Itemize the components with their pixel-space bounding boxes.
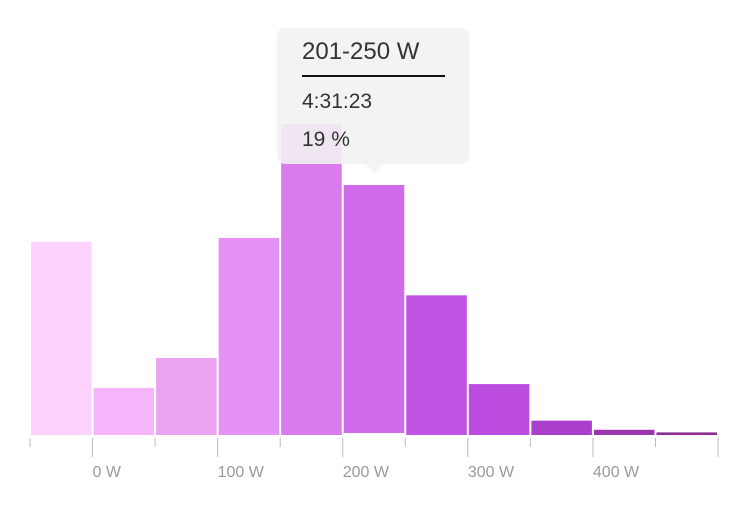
- tooltip: 201-250 W 4:31:23 19 %: [277, 28, 469, 173]
- x-tick-label: 100 W: [218, 464, 265, 481]
- bar-8[interactable]: [468, 384, 530, 435]
- bar-3[interactable]: [156, 357, 217, 435]
- bar-7[interactable]: [406, 295, 467, 435]
- bar-2[interactable]: [93, 388, 155, 435]
- x-tick-label: 0 W: [93, 464, 122, 481]
- x-tick-label: 200 W: [343, 464, 390, 481]
- bar-6[interactable]: [343, 185, 405, 433]
- tooltip-duration: 4:31:23: [302, 90, 373, 113]
- bar-11[interactable]: [656, 432, 717, 435]
- tooltip-percent: 19 %: [302, 128, 350, 151]
- bar-1[interactable]: [31, 241, 92, 435]
- bar-9[interactable]: [531, 420, 592, 435]
- bar-5[interactable]: [281, 124, 342, 436]
- tooltip-title: 201-250 W: [302, 38, 445, 77]
- bar-4[interactable]: [218, 237, 280, 435]
- x-tick-label: 300 W: [468, 464, 515, 481]
- bar-10[interactable]: [593, 429, 655, 435]
- x-tick-label: 400 W: [593, 464, 640, 481]
